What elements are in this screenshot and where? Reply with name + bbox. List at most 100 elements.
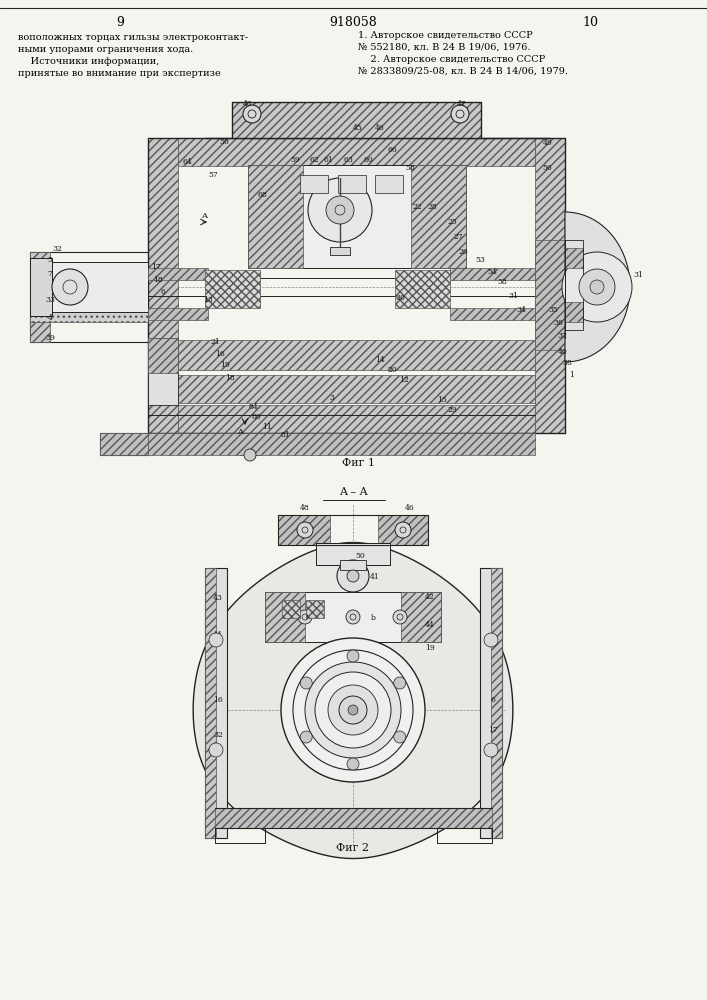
- Bar: [50, 262, 148, 312]
- Text: 35: 35: [548, 306, 558, 314]
- Text: воположных торцах гильзы электроконтакт-: воположных торцах гильзы электроконтакт-: [18, 33, 248, 42]
- Text: b: b: [370, 614, 375, 622]
- Circle shape: [562, 252, 632, 322]
- Bar: [565, 302, 583, 322]
- Circle shape: [305, 662, 401, 758]
- Text: принятые во внимание при экспертизе: принятые во внимание при экспертизе: [18, 70, 221, 79]
- Text: 4: 4: [47, 314, 52, 322]
- Text: 20: 20: [387, 366, 397, 374]
- Text: 22: 22: [412, 203, 422, 211]
- Text: 9: 9: [116, 15, 124, 28]
- Text: 10: 10: [582, 15, 598, 28]
- Text: 56: 56: [542, 164, 552, 172]
- Circle shape: [337, 560, 369, 592]
- Text: 44: 44: [425, 621, 435, 629]
- Text: 40: 40: [558, 348, 568, 356]
- Text: 16: 16: [215, 350, 225, 358]
- Text: 52: 52: [615, 284, 625, 292]
- Text: 6: 6: [491, 696, 496, 704]
- Circle shape: [484, 743, 498, 757]
- Bar: [30, 312, 148, 322]
- Circle shape: [209, 633, 223, 647]
- Bar: [178, 138, 535, 166]
- Bar: [178, 340, 535, 370]
- Text: 32: 32: [213, 731, 223, 739]
- Polygon shape: [565, 212, 630, 362]
- Circle shape: [451, 105, 469, 123]
- Text: 29: 29: [447, 406, 457, 414]
- Circle shape: [281, 638, 425, 782]
- Circle shape: [243, 105, 261, 123]
- Text: 11: 11: [262, 423, 272, 431]
- Text: 27: 27: [453, 233, 463, 241]
- Circle shape: [394, 677, 406, 689]
- Text: 17: 17: [488, 726, 498, 734]
- Text: 3: 3: [329, 394, 334, 402]
- Bar: [148, 338, 178, 373]
- Bar: [265, 592, 441, 642]
- Text: 31: 31: [633, 271, 643, 279]
- Bar: [316, 543, 390, 565]
- Text: 54: 54: [487, 268, 497, 276]
- Text: 55: 55: [368, 704, 378, 712]
- Circle shape: [339, 696, 367, 724]
- Circle shape: [300, 731, 312, 743]
- Bar: [437, 828, 492, 843]
- Text: 19: 19: [220, 361, 230, 369]
- Text: 61: 61: [323, 156, 333, 164]
- Circle shape: [328, 685, 378, 735]
- Bar: [565, 240, 583, 330]
- Text: 46: 46: [405, 504, 415, 512]
- Text: 68: 68: [257, 191, 267, 199]
- Bar: [340, 560, 366, 570]
- Circle shape: [326, 196, 354, 224]
- Text: 33: 33: [45, 296, 55, 304]
- Text: 48: 48: [300, 504, 310, 512]
- Bar: [565, 248, 583, 268]
- Polygon shape: [193, 543, 513, 859]
- Text: 1. Авторское свидетельство СССР: 1. Авторское свидетельство СССР: [358, 30, 533, 39]
- Bar: [306, 600, 324, 618]
- Text: 26: 26: [458, 248, 468, 256]
- Text: 64: 64: [182, 158, 192, 166]
- Bar: [148, 433, 535, 455]
- Text: 84: 84: [248, 403, 258, 411]
- Text: 47: 47: [457, 100, 467, 108]
- Text: 58: 58: [497, 278, 507, 286]
- Bar: [338, 175, 366, 193]
- Bar: [205, 270, 260, 308]
- Bar: [278, 515, 428, 545]
- Text: 66: 66: [387, 146, 397, 154]
- Bar: [480, 568, 502, 838]
- Bar: [401, 592, 441, 642]
- Bar: [300, 175, 328, 193]
- Bar: [148, 308, 208, 320]
- Bar: [30, 272, 148, 282]
- Text: 57: 57: [208, 171, 218, 179]
- Text: 1: 1: [570, 371, 574, 379]
- Circle shape: [315, 672, 391, 748]
- Text: 48: 48: [243, 100, 253, 108]
- Text: 6: 6: [160, 288, 165, 296]
- Text: 12: 12: [399, 376, 409, 384]
- Bar: [148, 138, 178, 433]
- Circle shape: [394, 731, 406, 743]
- Bar: [248, 165, 303, 268]
- Text: 58: 58: [405, 164, 415, 172]
- Text: 21: 21: [210, 338, 220, 346]
- Bar: [205, 568, 227, 838]
- Text: Фиг 2: Фиг 2: [337, 843, 370, 853]
- Circle shape: [298, 610, 312, 624]
- Bar: [411, 165, 466, 268]
- Bar: [30, 258, 52, 316]
- Circle shape: [395, 522, 411, 538]
- Bar: [378, 515, 428, 545]
- Bar: [450, 268, 535, 280]
- Text: 41: 41: [370, 573, 380, 581]
- Bar: [178, 405, 535, 433]
- Circle shape: [347, 758, 359, 770]
- Bar: [278, 515, 330, 545]
- Bar: [248, 165, 466, 268]
- Text: 45: 45: [353, 124, 363, 132]
- Text: A: A: [237, 428, 243, 436]
